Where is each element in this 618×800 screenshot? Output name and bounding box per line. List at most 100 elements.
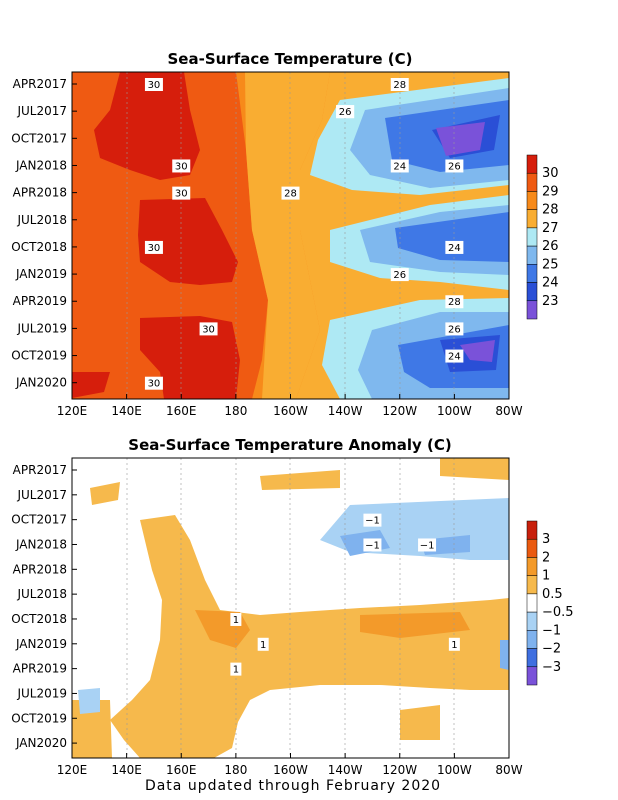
colorbar-swatch: [526, 557, 538, 576]
contour-label-bg: [363, 513, 382, 527]
colorbar-swatch: [526, 154, 538, 174]
contour-label-bg: [448, 637, 460, 651]
colorbar-label: −2: [542, 642, 561, 657]
contour-label: 26: [448, 324, 461, 335]
contour-label: 30: [175, 161, 188, 172]
contour-label-bg: [390, 159, 409, 173]
sst-plot: [71, 71, 510, 400]
x-tick-label: 160E: [166, 404, 197, 418]
colorbar-swatch: [526, 593, 538, 613]
x-tick-label: 140W: [328, 763, 363, 777]
colorbar-label: 24: [542, 276, 559, 291]
anomaly-title: Sea-Surface Temperature Anomaly (C): [128, 436, 451, 454]
contour-label-bg: [363, 538, 382, 552]
colorbar-swatch: [526, 282, 538, 302]
y-tick-label: JUL2017: [16, 488, 67, 502]
contour-label: 28: [448, 297, 461, 308]
y-tick-label: APR2017: [13, 463, 67, 477]
footer-note: Data updated through February 2020: [145, 778, 441, 794]
contour-label-bg: [445, 240, 464, 254]
y-tick-label: JAN2019: [15, 637, 67, 651]
x-tick-label: 120W: [382, 763, 417, 777]
colorbar-swatch: [526, 520, 538, 540]
colorbar-label: 28: [542, 203, 559, 218]
y-tick-label: JUL2019: [16, 321, 67, 335]
sst-y-ticks: APR2017 JUL2017 OCT2017 JAN2018 APR2018 JUL20…: [11, 77, 77, 390]
colorbar-swatch: [526, 209, 538, 229]
contour-label: 24: [393, 161, 406, 172]
contour-label-bg: [172, 186, 191, 200]
contour-label-bg: [230, 662, 242, 676]
x-tick-label: 140E: [111, 404, 142, 418]
contour-label-bg: [172, 159, 191, 173]
anomaly-x-ticks: 120E 140E 160E 180 160W 140W 120W 100W 80W: [57, 753, 523, 777]
colorbar-label: 2: [542, 550, 550, 565]
x-tick-label: 140W: [328, 404, 363, 418]
contour-label-bg: [281, 186, 300, 200]
y-tick-label: APR2019: [13, 294, 67, 308]
anomaly-colorbar: 3 2 1 0.5 −0.5 −1 −2 −3: [526, 520, 574, 686]
colorbar-swatch: [526, 300, 538, 320]
colorbar-swatch: [526, 611, 538, 631]
contour-label-bg: [445, 349, 464, 363]
anomaly-contour-labels: −1 −1 −1 1 1 1 1: [230, 513, 460, 676]
colorbar-label: −1: [542, 623, 561, 638]
contour-label-bg: [144, 240, 163, 254]
contour-label: 30: [175, 189, 188, 200]
colorbar-label: −0.5: [542, 605, 574, 620]
colorbar-label: 1: [542, 569, 550, 584]
contour-label: 30: [148, 243, 161, 254]
y-tick-label: JUL2018: [16, 213, 67, 227]
colorbar-swatch: [526, 191, 538, 210]
y-tick-label: OCT2018: [11, 240, 67, 254]
sst-x-ticks: 120E 140E 160E 180 160W 140W 120W 100W 80W: [57, 394, 523, 418]
x-tick-label: 80W: [495, 404, 522, 418]
y-tick-label: OCT2017: [11, 513, 67, 527]
y-tick-label: OCT2019: [11, 711, 67, 725]
x-tick-label: 180: [224, 404, 247, 418]
contour-label-bg: [336, 105, 355, 119]
contour-label-bg: [445, 295, 464, 309]
contour-label: 28: [284, 189, 297, 200]
x-tick-label: 120W: [382, 404, 417, 418]
contour-label-bg: [418, 538, 437, 552]
colorbar-swatch: [526, 630, 538, 649]
y-tick-label: OCT2018: [11, 612, 67, 626]
colorbar-label: 0.5: [542, 587, 563, 602]
colorbar-label: 27: [542, 221, 559, 236]
contour-label: 24: [448, 352, 461, 363]
y-tick-label: JAN2018: [15, 537, 67, 551]
contour-label: 26: [339, 107, 352, 118]
contour-label-bg: [257, 637, 269, 651]
contour-label: 26: [448, 161, 461, 172]
contour-label: −1: [365, 540, 380, 551]
colorbar-swatch: [526, 538, 538, 558]
contour-label: 28: [393, 80, 406, 91]
y-tick-label: JUL2017: [16, 104, 67, 118]
contour-label-bg: [144, 376, 163, 390]
x-tick-label: 140E: [111, 763, 142, 777]
colorbar-swatch: [526, 245, 538, 265]
contour-label: 24: [448, 243, 461, 254]
y-tick-label: JUL2018: [16, 587, 67, 601]
y-tick-label: APR2018: [13, 562, 67, 576]
colorbar-label: 30: [542, 166, 559, 181]
y-tick-label: JUL2019: [16, 686, 67, 700]
contour-label: −1: [420, 540, 435, 551]
sst-contour-labels: 3028282630242628303024262826302430: [144, 78, 464, 390]
x-tick-label: 120E: [57, 763, 88, 777]
y-tick-label: APR2017: [13, 77, 67, 91]
contour-label: 1: [451, 640, 457, 651]
anomaly-plot: [71, 457, 510, 759]
sst-colorbar: 30 29 28 27 26 25 24 23: [526, 154, 559, 320]
x-tick-label: 80W: [495, 763, 522, 777]
contour-label: −1: [365, 516, 380, 527]
x-tick-label: 180: [224, 763, 247, 777]
y-tick-label: APR2019: [13, 662, 67, 676]
y-tick-label: JAN2019: [15, 267, 67, 281]
colorbar-swatch: [526, 575, 538, 595]
colorbar-swatch: [526, 648, 538, 668]
contour-label: 1: [233, 665, 239, 676]
contour-label: 1: [233, 615, 239, 626]
